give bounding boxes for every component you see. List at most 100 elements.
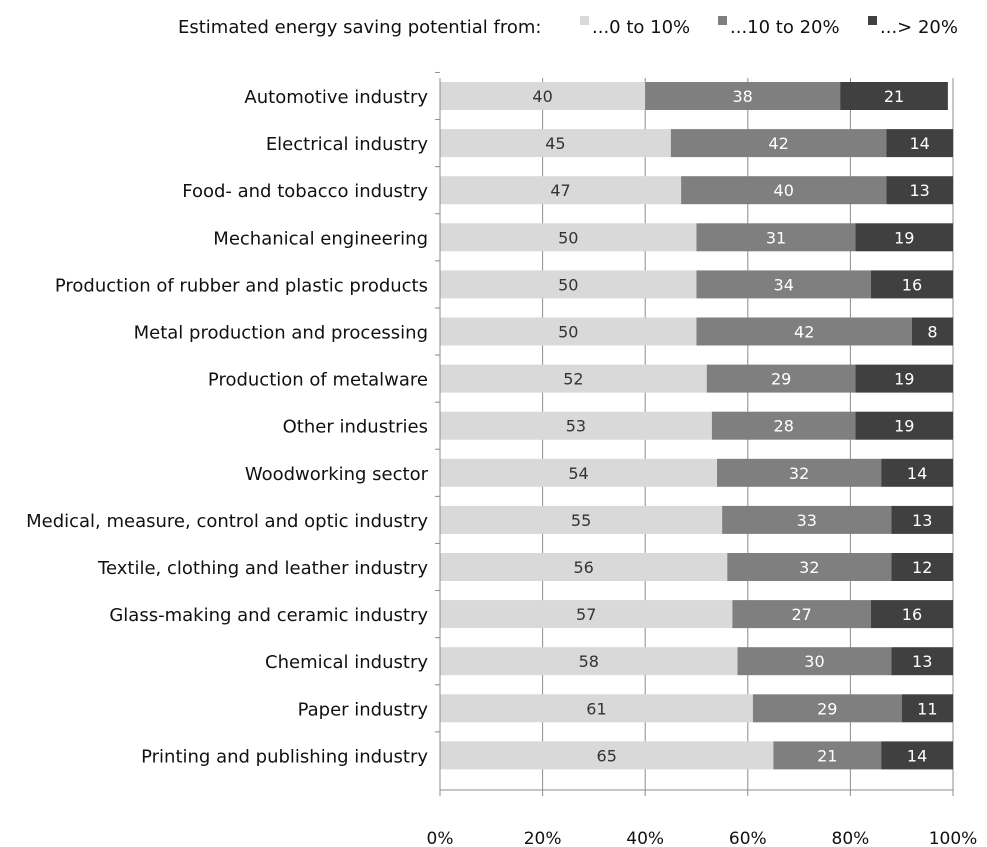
bar-segment (891, 647, 953, 676)
legend: Estimated energy saving potential from: … (178, 16, 958, 38)
bar-segment (440, 741, 774, 770)
category-label: Mechanical engineering (213, 228, 428, 249)
legend-swatch (868, 16, 877, 25)
category-label: Production of rubber and plastic product… (55, 275, 428, 296)
bar-segment (891, 505, 953, 534)
value-label: 14 (907, 464, 927, 483)
value-label: 19 (894, 228, 914, 247)
value-label: 13 (912, 652, 932, 671)
category-label: Printing and publishing industry (141, 746, 428, 767)
value-label: 65 (597, 746, 617, 765)
category-label: Electrical industry (266, 134, 429, 155)
bar-segment (717, 458, 882, 487)
bar-segment (773, 741, 882, 770)
bar-segment (855, 223, 953, 252)
bar-segment (737, 647, 892, 676)
legend-swatch (718, 16, 727, 25)
x-tick-label: 0% (427, 829, 454, 847)
bar-segment (440, 223, 697, 252)
value-label: 29 (771, 370, 791, 389)
category-labels: Automotive industry Electrical industry Fo… (26, 87, 428, 767)
bar-segment (696, 223, 856, 252)
bar-segment (440, 553, 728, 581)
value-label: 14 (907, 746, 927, 765)
value-label: 42 (794, 323, 814, 342)
value-label: 34 (774, 275, 794, 294)
category-label: Automotive industry (244, 87, 428, 108)
bar-segment (886, 129, 953, 158)
category-label: Textile, clothing and leather industry (97, 558, 428, 579)
value-label: 40 (774, 181, 794, 200)
value-label: 13 (912, 511, 932, 530)
bar-segment (440, 270, 697, 299)
value-label: 40 (532, 87, 552, 106)
value-label: 19 (894, 417, 914, 436)
value-label: 45 (545, 134, 565, 153)
value-label: 8 (927, 323, 937, 342)
bar-segment (696, 317, 912, 346)
value-label: 21 (817, 746, 837, 765)
value-label: 38 (732, 87, 752, 106)
category-label: Medical, measure, control and optic indu… (26, 511, 428, 532)
bar-segment (891, 553, 953, 581)
value-label: 29 (817, 699, 837, 718)
value-label: 61 (586, 699, 606, 718)
x-tick-label: 40% (626, 829, 664, 847)
bar-segment (440, 176, 682, 205)
value-label: 55 (571, 511, 591, 530)
bar-segment (440, 694, 753, 723)
bar-segment (870, 270, 953, 299)
value-label: 16 (902, 605, 922, 624)
category-label: Metal production and processing (134, 323, 428, 344)
x-tick-label: 60% (729, 829, 767, 847)
bar-segment (881, 458, 953, 487)
value-label: 58 (579, 652, 599, 671)
value-label: 27 (791, 605, 811, 624)
bar-segment (645, 82, 841, 110)
value-label: 50 (558, 228, 578, 247)
legend-entry: ...> 20% (880, 17, 958, 38)
bar-segment (440, 364, 707, 393)
bar-segment (440, 317, 697, 346)
value-label: 32 (789, 464, 809, 483)
bar-segment (855, 411, 953, 440)
category-label: Chemical industry (265, 652, 428, 673)
bars: 40 38 21 45 42 14 47 40 13 50 31 19 50 34 16 50 42 8 52 29 1… (440, 82, 953, 770)
bar-segment (911, 317, 953, 346)
value-label: 19 (894, 370, 914, 389)
category-label: Other industries (283, 417, 428, 438)
value-label: 53 (566, 417, 586, 436)
bar-segment (722, 505, 892, 534)
value-label: 16 (902, 275, 922, 294)
category-label: Production of metalware (208, 370, 428, 391)
bar-segment (670, 129, 887, 158)
bar-segment (440, 600, 733, 629)
value-label: 33 (797, 511, 817, 530)
value-label: 56 (573, 558, 593, 577)
value-label: 28 (774, 417, 794, 436)
bar-segment (706, 364, 856, 393)
value-label: 21 (884, 87, 904, 106)
value-label: 50 (558, 323, 578, 342)
value-label: 13 (909, 181, 929, 200)
value-label: 30 (804, 652, 824, 671)
category-label: Glass-making and ceramic industry (109, 605, 428, 626)
bar-segment (901, 694, 953, 723)
x-tick-label: 100% (929, 829, 978, 847)
value-label: 52 (563, 370, 583, 389)
value-label: 11 (917, 699, 937, 718)
bar-segment (855, 364, 953, 393)
x-tick-label: 20% (524, 829, 562, 847)
value-label: 42 (768, 134, 788, 153)
bar-segment (440, 82, 646, 110)
bar-segment (752, 694, 902, 723)
x-axis: 0% 20% 40% 60% 80% 100% (427, 71, 978, 847)
legend-entry: ...10 to 20% (730, 17, 840, 38)
category-label: Paper industry (298, 699, 429, 720)
bar-segment (727, 553, 892, 581)
category-label: Food- and tobacco industry (182, 181, 428, 202)
value-label: 47 (550, 181, 570, 200)
value-label: 14 (909, 134, 929, 153)
legend-entry: ...0 to 10% (592, 17, 690, 38)
